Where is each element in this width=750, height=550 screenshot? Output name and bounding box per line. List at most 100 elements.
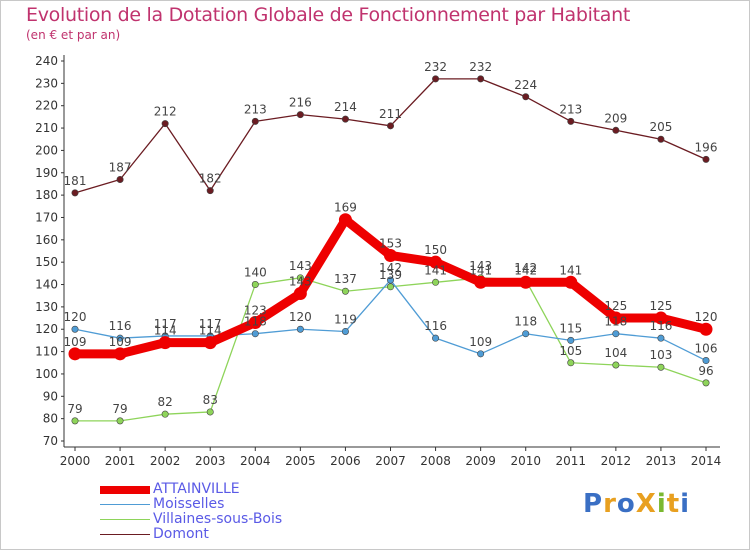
data-label-moisselles: 118 <box>604 315 627 329</box>
legend-swatch-attainville <box>100 486 150 494</box>
data-point-moisselles <box>477 350 485 358</box>
y-tick-label: 130 <box>35 300 58 314</box>
data-point-villaines-sous-bois <box>161 410 169 418</box>
data-point-domont <box>161 120 169 128</box>
x-tick-label: 2008 <box>420 454 451 468</box>
x-tick-label: 2005 <box>285 454 316 468</box>
data-label-moisselles: 120 <box>64 310 87 324</box>
data-point-attainville <box>609 311 623 325</box>
data-label-domont: 214 <box>334 100 357 114</box>
data-label-villaines-sous-bois: 141 <box>424 263 447 277</box>
x-tick-label: 2007 <box>375 454 406 468</box>
y-tick-label: 70 <box>43 434 58 448</box>
logo-letter: i <box>680 489 691 519</box>
data-label-villaines-sous-bois: 83 <box>203 393 218 407</box>
data-label-attainville: 150 <box>424 243 447 257</box>
data-point-moisselles <box>386 276 394 284</box>
data-label-attainville: 125 <box>604 299 627 313</box>
data-point-attainville <box>338 213 352 227</box>
data-label-domont: 211 <box>379 107 402 121</box>
y-tick-label: 230 <box>35 76 58 90</box>
data-point-moisselles <box>612 330 620 338</box>
data-point-moisselles <box>567 336 575 344</box>
data-point-moisselles <box>432 334 440 342</box>
data-point-villaines-sous-bois <box>657 363 665 371</box>
data-point-moisselles <box>251 330 259 338</box>
data-point-villaines-sous-bois <box>341 287 349 295</box>
x-tick-label: 2011 <box>556 454 587 468</box>
data-point-domont <box>702 155 710 163</box>
data-point-domont <box>341 115 349 123</box>
data-label-domont: 224 <box>514 78 537 92</box>
x-tick-label: 2014 <box>691 454 722 468</box>
data-label-villaines-sous-bois: 139 <box>379 268 402 282</box>
data-point-attainville <box>564 275 578 289</box>
data-label-domont: 182 <box>199 172 222 186</box>
data-point-domont <box>612 126 620 134</box>
data-label-moisselles: 117 <box>199 317 222 331</box>
data-label-villaines-sous-bois: 104 <box>604 346 627 360</box>
data-label-attainville: 109 <box>109 335 132 349</box>
y-tick-label: 80 <box>43 412 58 426</box>
series-line-domont <box>74 78 707 194</box>
x-tick-label: 2013 <box>646 454 677 468</box>
data-label-attainville: 141 <box>559 263 582 277</box>
data-point-domont <box>251 117 259 125</box>
data-point-moisselles <box>657 334 665 342</box>
y-tick-label: 170 <box>35 210 58 224</box>
data-label-moisselles: 106 <box>695 342 718 356</box>
data-label-attainville: 123 <box>244 304 267 318</box>
data-point-moisselles <box>296 325 304 333</box>
data-point-villaines-sous-bois <box>116 417 124 425</box>
proxiti-logo: ProXiti <box>583 489 690 519</box>
data-label-villaines-sous-bois: 82 <box>158 395 173 409</box>
logo-letter: o <box>616 489 636 519</box>
data-label-moisselles: 118 <box>514 315 537 329</box>
data-point-attainville <box>429 255 443 269</box>
axes: 7080901001101201301401501601701801902002… <box>35 54 721 468</box>
data-point-moisselles <box>71 325 79 333</box>
y-tick-label: 90 <box>43 389 58 403</box>
data-label-moisselles: 117 <box>154 317 177 331</box>
y-tick-label: 140 <box>35 278 58 292</box>
data-label-villaines-sous-bois: 96 <box>698 364 713 378</box>
data-point-villaines-sous-bois <box>612 361 620 369</box>
logo-letter: X <box>635 489 657 519</box>
data-label-villaines-sous-bois: 143 <box>469 259 492 273</box>
y-tick-label: 160 <box>35 233 58 247</box>
data-point-moisselles <box>522 330 530 338</box>
chart-subtitle: (en € et par an) <box>26 28 121 42</box>
data-point-attainville <box>113 347 127 361</box>
logo-letter: i <box>656 489 667 519</box>
data-label-domont: 181 <box>64 174 87 188</box>
data-label-moisselles: 109 <box>469 335 492 349</box>
logo-letter: P <box>583 489 604 519</box>
data-label-domont: 212 <box>154 105 177 119</box>
data-point-domont <box>567 117 575 125</box>
data-label-attainville: 142 <box>514 263 537 277</box>
data-point-domont <box>71 189 79 197</box>
x-tick-label: 2004 <box>240 454 271 468</box>
data-label-villaines-sous-bois: 105 <box>559 344 582 358</box>
x-tick-label: 2002 <box>150 454 181 468</box>
data-point-moisselles <box>702 357 710 365</box>
data-label-attainville: 109 <box>64 335 87 349</box>
data-label-attainville: 120 <box>695 310 718 324</box>
data-point-domont <box>432 75 440 83</box>
data-point-attainville <box>68 347 82 361</box>
data-label-domont: 187 <box>109 160 132 174</box>
chart-title: Evolution de la Dotation Globale de Fonc… <box>26 4 631 26</box>
y-tick-label: 110 <box>35 345 58 359</box>
x-tick-label: 2006 <box>330 454 361 468</box>
data-label-villaines-sous-bois: 140 <box>244 266 267 280</box>
data-label-domont: 232 <box>469 60 492 74</box>
data-point-villaines-sous-bois <box>702 379 710 387</box>
data-point-attainville <box>519 275 533 289</box>
data-label-attainville: 114 <box>199 324 222 338</box>
legend-label-attainville: ATTAINVILLE <box>153 481 240 497</box>
data-point-villaines-sous-bois <box>71 417 79 425</box>
data-label-attainville: 114 <box>154 324 177 338</box>
data-point-villaines-sous-bois <box>296 274 304 282</box>
data-label-moisselles: 116 <box>109 319 132 333</box>
